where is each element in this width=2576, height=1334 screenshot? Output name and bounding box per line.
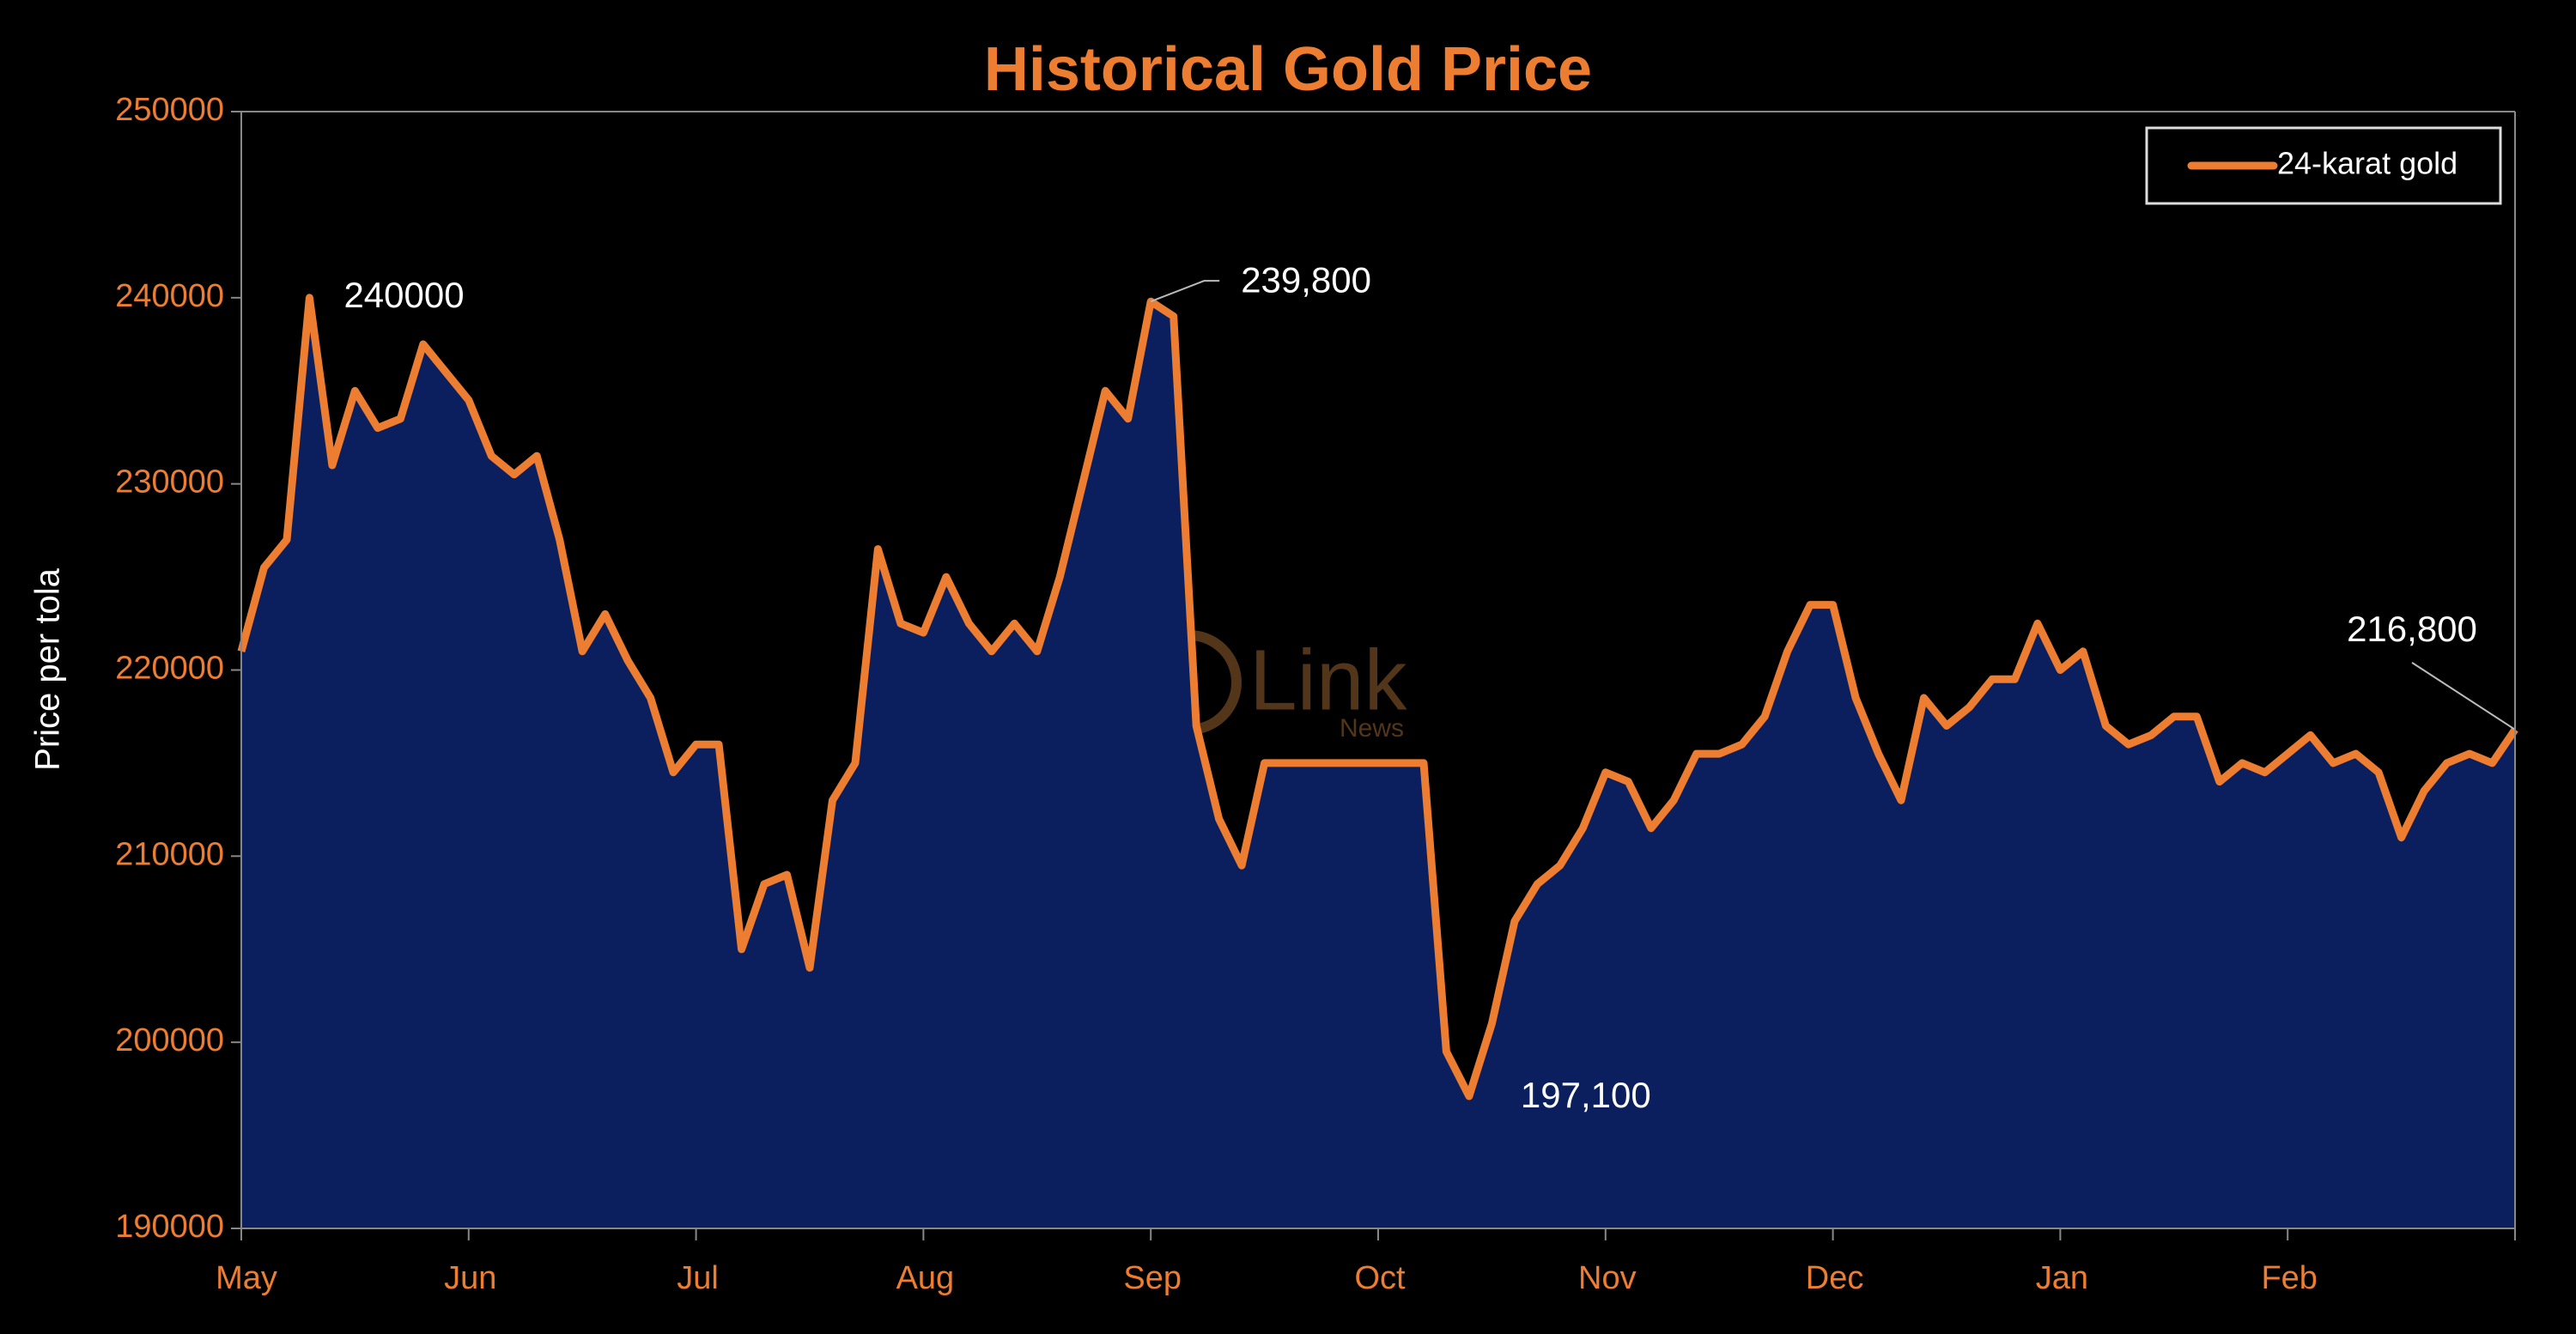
x-tick-label: May — [216, 1260, 277, 1296]
x-tick-label: Nov — [1578, 1260, 1637, 1296]
y-tick-label: 210000 — [115, 836, 224, 872]
data-label: 240000 — [343, 275, 464, 315]
area-fill — [241, 297, 2515, 1228]
watermark-text: Link — [1249, 632, 1407, 728]
y-axis-label: Price per tola — [29, 567, 67, 770]
x-tick-label: Jan — [2036, 1260, 2088, 1296]
y-tick-label: 200000 — [115, 1022, 224, 1058]
data-label: 197,100 — [1521, 1075, 1651, 1115]
y-tick-label: 220000 — [115, 651, 224, 687]
x-tick-label: Jul — [677, 1260, 719, 1296]
x-tick-label: Jun — [444, 1260, 496, 1296]
leader-line — [1150, 280, 1220, 303]
y-tick-label: 250000 — [115, 92, 224, 128]
leader-line — [2411, 662, 2516, 731]
y-tick-label: 230000 — [115, 464, 224, 500]
chart-title: Historical Gold Price — [984, 35, 1592, 104]
y-tick-label: 240000 — [115, 278, 224, 314]
y-tick-label: 190000 — [115, 1209, 224, 1245]
x-tick-label: Aug — [896, 1260, 955, 1296]
watermark-subtext: News — [1340, 714, 1404, 743]
x-tick-label: Dec — [1806, 1260, 1864, 1296]
data-label: 216,800 — [2347, 609, 2477, 649]
x-tick-label: Oct — [1354, 1260, 1406, 1296]
x-tick-label: Sep — [1123, 1260, 1182, 1296]
line — [237, 294, 2518, 1101]
legend-label: 24-karat gold — [2277, 146, 2458, 181]
x-tick-label: Feb — [2261, 1260, 2317, 1296]
data-label: 239,800 — [1241, 259, 1371, 300]
